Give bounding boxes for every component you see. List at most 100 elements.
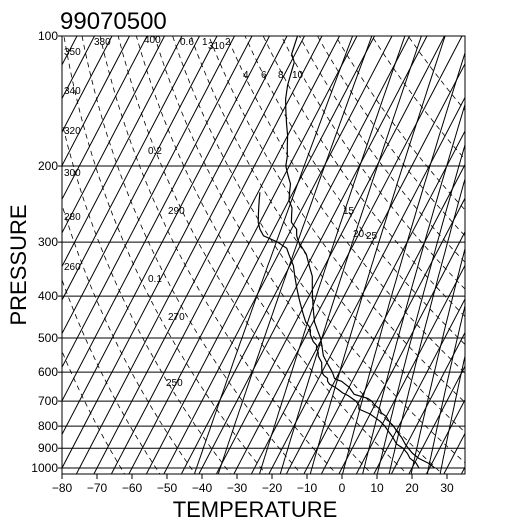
y-axis-ticks: 100 200 300 400 500 600 700 800 900 1000: [31, 29, 62, 475]
isotherm-line: [75, 36, 305, 474]
sounding-profiles: [257, 36, 436, 469]
x-tick-label: −80: [52, 481, 73, 495]
isotherm-line: [390, 331, 465, 474]
y-tick-label: 500: [38, 331, 58, 345]
mixing-ratio-label: 6: [261, 70, 267, 81]
mixing-ratio-line: [309, 36, 446, 474]
x-tick-label: 20: [405, 481, 419, 495]
mixing-ratio-line: [410, 246, 465, 474]
dry-adiabat-line: [154, 36, 444, 474]
y-tick-label: 900: [38, 441, 58, 455]
x-tick-label: −30: [227, 481, 248, 495]
temperature-profile: [284, 36, 436, 469]
isotherm-line: [62, 36, 218, 335]
dry-adiabat-line: [62, 120, 232, 474]
x-axis-ticks: −80 −70 −60 −50 −40 −30 −20 −10 0 10 20 30: [52, 474, 454, 495]
mixing-ratio-label: 20: [353, 229, 365, 240]
y-tick-label: 700: [38, 394, 58, 408]
isotherm-line: [62, 36, 200, 302]
y-axis-title: PRESSURE: [6, 204, 31, 325]
dry-adiabat-label: 400: [144, 35, 161, 46]
y-tick-label: 100: [38, 29, 58, 43]
y-tick-label: 1000: [31, 461, 58, 475]
y-tick-label: 400: [38, 289, 58, 303]
isotherms: [62, 36, 465, 474]
isotherm-line: [62, 36, 165, 234]
isotherm-line: [285, 129, 465, 474]
x-tick-label: −10: [297, 481, 318, 495]
dry-adiabat-label: 250: [166, 378, 183, 389]
y-tick-label: 300: [38, 235, 58, 249]
dry-adiabat-label: 340: [64, 86, 81, 97]
isotherm-line: [373, 297, 465, 474]
isotherm-line: [163, 36, 393, 474]
dry-adiabat-line: [62, 203, 196, 474]
isotherm-line: [268, 96, 465, 474]
isotherm-line: [145, 36, 375, 474]
isotherm-line: [233, 36, 463, 474]
mixing-ratio-line: [362, 102, 465, 474]
x-tick-label: −20: [262, 481, 283, 495]
mixing-ratio-lines: [193, 36, 465, 474]
dry-adiabat-line: [262, 36, 465, 318]
x-tick-label: −40: [192, 481, 213, 495]
isotherm-line: [62, 36, 253, 402]
mixing-ratio-label: 1: [202, 37, 208, 48]
thermodynamic-lines: [62, 36, 465, 474]
dry-adiabat-label: 350: [64, 47, 81, 58]
y-tick-label: 600: [38, 365, 58, 379]
dry-adiabat-label: 290: [168, 206, 185, 217]
dry-adiabat-line: [81, 36, 302, 474]
mixing-ratio-label: 8: [278, 70, 284, 81]
mixing-ratio-label: 0.2: [148, 146, 162, 157]
isotherm-line: [250, 62, 465, 474]
dry-adiabat-label: 320: [64, 126, 81, 137]
isotherm-line: [355, 264, 465, 474]
isotherm-line: [110, 36, 340, 474]
mixing-ratio-label: 0.6: [180, 37, 194, 48]
isotherm-line: [62, 36, 235, 369]
isotherm-line: [62, 36, 288, 470]
mixing-ratio-line: [439, 354, 465, 474]
x-tick-label: −60: [122, 481, 143, 495]
mixing-ratio-line: [426, 303, 465, 474]
isotherm-line: [408, 365, 465, 474]
dry-adiabat-line: [117, 36, 373, 474]
x-tick-label: 0: [339, 481, 346, 495]
dry-adiabat-line: [63, 36, 267, 474]
mixing-ratio-line: [388, 177, 465, 474]
dry-adiabat-line: [226, 36, 465, 374]
dry-adiabat-line: [135, 36, 408, 474]
dry-adiabat-line: [62, 278, 161, 474]
isotherm-line: [93, 36, 323, 474]
x-axis-title: TEMPERATURE: [173, 497, 338, 522]
dry-adiabat-label: 260: [64, 262, 81, 273]
dewpoint-profile: [257, 192, 420, 469]
dry-adiabat-label: 380: [94, 37, 111, 48]
isotherm-line: [198, 36, 428, 474]
dry-adiabat-label: 310: [208, 41, 225, 52]
mixing-ratio-label: 0.1: [148, 274, 162, 285]
gridlines: [62, 35, 465, 469]
y-tick-label: 200: [38, 159, 58, 173]
dry-adiabat-line: [244, 36, 465, 345]
x-tick-label: −50: [157, 481, 178, 495]
dry-adiabat-line: [208, 36, 465, 403]
x-tick-label: −70: [87, 481, 108, 495]
isotherm-line: [62, 36, 183, 268]
plot-frame: [61, 35, 466, 475]
isotherm-line: [303, 163, 465, 474]
x-tick-label: 10: [370, 481, 384, 495]
isotherm-line: [62, 36, 148, 201]
mixing-ratio-line: [193, 36, 354, 474]
dry-adiabat-label: 300: [64, 168, 81, 179]
isotherm-line: [62, 36, 130, 167]
isotherm-line: [62, 36, 270, 436]
y-tick-label: 800: [38, 419, 58, 433]
mixing-ratio-line: [279, 36, 422, 474]
mixing-ratio-line: [376, 143, 465, 474]
dry-adiabat-label: 280: [64, 212, 81, 223]
mixing-ratio-label: 2: [225, 37, 231, 48]
